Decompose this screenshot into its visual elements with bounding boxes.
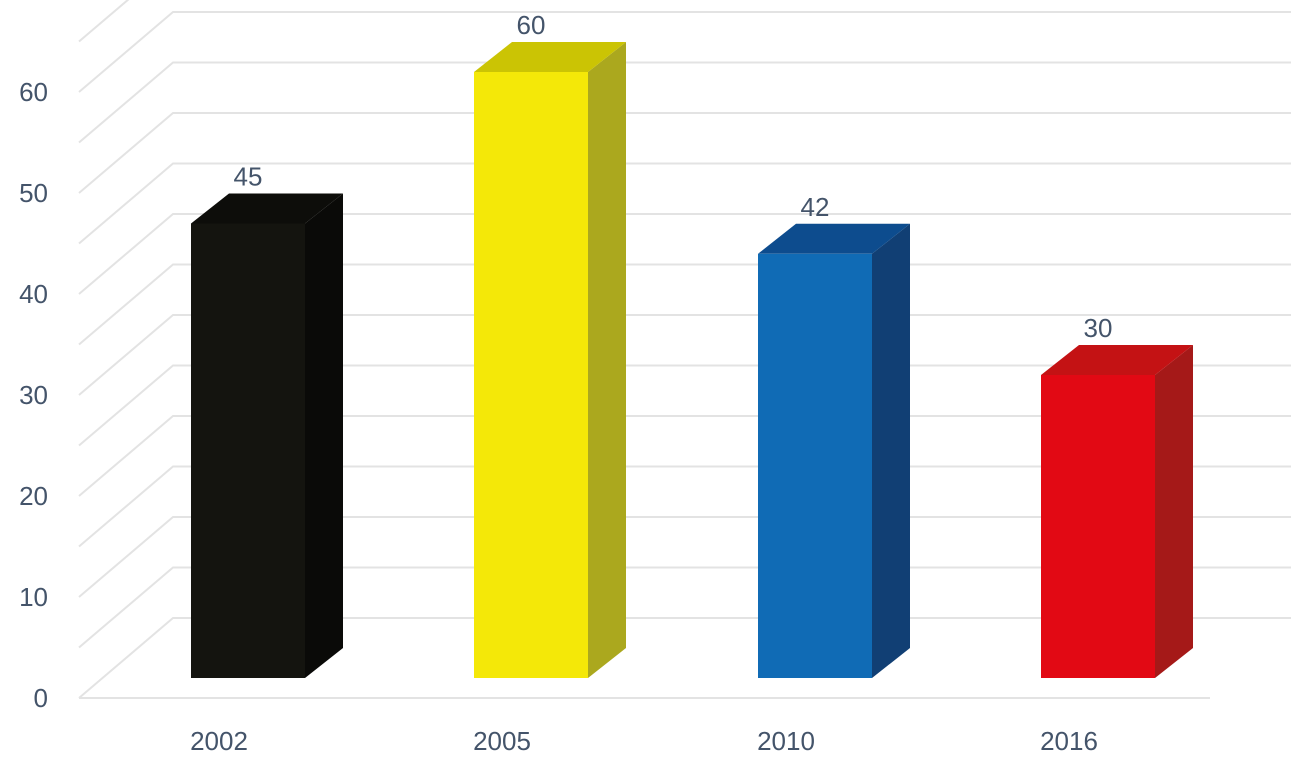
data-label: 30 <box>1084 313 1113 343</box>
y-tick-label: 30 <box>19 380 48 410</box>
bar-top-face <box>191 193 343 224</box>
data-label: 60 <box>517 10 546 40</box>
gridline <box>78 314 1291 396</box>
gridline <box>78 11 1291 93</box>
bars-layer <box>191 42 1193 679</box>
y-tick-label: 40 <box>19 279 48 309</box>
y-tick-label: 10 <box>19 582 48 612</box>
bar-2010 <box>758 223 910 679</box>
gridline <box>78 415 1291 497</box>
bar-top-face <box>1041 345 1193 375</box>
y-axis-tick-labels: 0 10 20 30 40 50 60 <box>19 77 48 713</box>
bar-top-face <box>758 223 910 254</box>
y-tick-label: 20 <box>19 481 48 511</box>
x-tick-label: 2005 <box>473 726 531 756</box>
y-tick-label: 0 <box>34 683 48 713</box>
gridline <box>78 213 1291 295</box>
bar-2002 <box>191 193 343 678</box>
bar-2016 <box>1041 345 1193 678</box>
data-labels-layer: 45 60 42 30 <box>234 10 1113 343</box>
gridline <box>78 61 1291 144</box>
bar-front-face <box>191 223 305 678</box>
bar-side-face <box>588 42 626 678</box>
bar-front-face <box>758 253 872 679</box>
bar-2005 <box>474 42 626 678</box>
data-label: 45 <box>234 162 263 192</box>
gridline <box>78 617 1291 699</box>
bar-side-face <box>305 193 343 678</box>
gridline <box>78 364 1291 447</box>
gridline <box>78 162 1291 245</box>
bar-side-face <box>872 223 910 679</box>
bar-front-face <box>1041 375 1155 678</box>
x-axis-tick-labels: 2002 2005 2010 2016 <box>190 726 1098 756</box>
gridline <box>78 566 1291 649</box>
y-tick-label: 50 <box>19 178 48 208</box>
gridline <box>78 465 1291 548</box>
x-tick-label: 2010 <box>757 726 815 756</box>
gridline <box>78 263 1291 346</box>
data-label: 42 <box>801 192 830 222</box>
grid-layer <box>78 0 1291 699</box>
y-tick-label: 60 <box>19 77 48 107</box>
x-tick-label: 2016 <box>1040 726 1098 756</box>
bar-side-face <box>1155 345 1193 678</box>
gridline <box>78 0 130 43</box>
x-tick-label: 2002 <box>190 726 248 756</box>
bar-front-face <box>474 72 588 678</box>
bar-top-face <box>474 42 626 72</box>
gridline <box>78 112 1291 194</box>
gridline <box>78 516 1291 598</box>
